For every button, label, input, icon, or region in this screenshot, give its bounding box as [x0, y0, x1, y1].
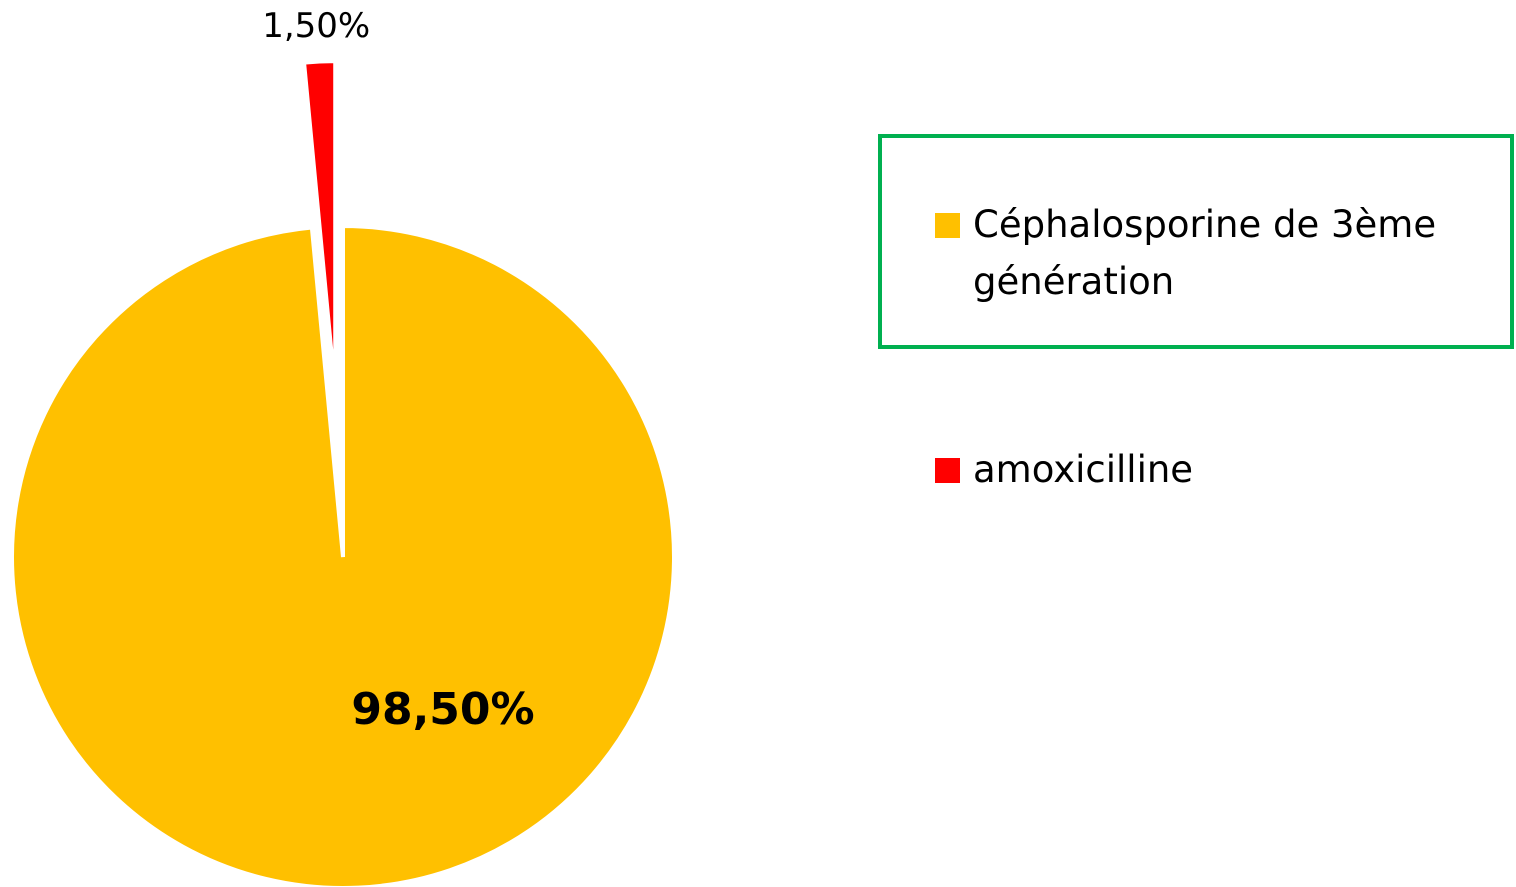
- pie-slice: [10, 223, 676, 887]
- legend-item: amoxicilline: [935, 441, 1473, 498]
- legend-item: Céphalosporine de 3ème génération: [935, 196, 1473, 310]
- legend-swatch: [935, 458, 960, 483]
- legend-label: amoxicilline: [973, 448, 1194, 491]
- data-label: 1,50%: [262, 6, 370, 46]
- legend-swatch: [935, 213, 960, 238]
- legend-label: Céphalosporine de 3ème génération: [973, 203, 1437, 303]
- data-label: 98,50%: [351, 684, 534, 735]
- pie-slice: [301, 59, 338, 393]
- highlight-box: [878, 134, 1514, 349]
